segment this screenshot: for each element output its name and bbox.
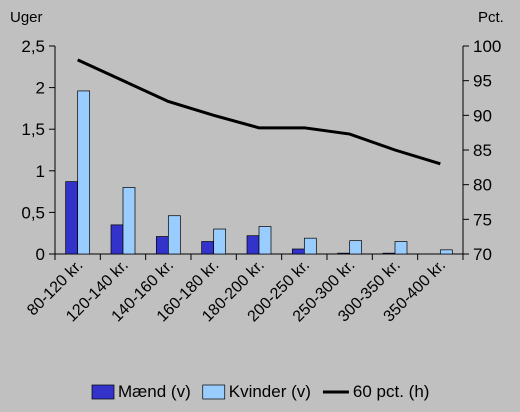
bar bbox=[394, 241, 408, 255]
left-tick-label: 2,5 bbox=[21, 37, 45, 56]
right-tick-label: 95 bbox=[473, 72, 492, 91]
bar bbox=[155, 236, 169, 255]
bar bbox=[65, 181, 79, 255]
bar bbox=[110, 224, 124, 255]
right-tick-label: 90 bbox=[473, 106, 492, 125]
legend-label: Mænd (v) bbox=[118, 382, 191, 401]
right-axis-title: Pct. bbox=[478, 9, 504, 26]
legend-label: Kvinder (v) bbox=[229, 382, 311, 401]
bar bbox=[77, 90, 91, 255]
bar bbox=[349, 240, 363, 255]
right-tick-label: 70 bbox=[473, 245, 492, 264]
left-tick-label: 1 bbox=[36, 162, 45, 181]
bar bbox=[439, 249, 453, 255]
left-tick-label: 1,5 bbox=[21, 120, 45, 139]
right-tick-label: 80 bbox=[473, 176, 492, 195]
bar bbox=[337, 252, 351, 255]
legend-label: 60 pct. (h) bbox=[353, 382, 430, 401]
bar bbox=[382, 252, 396, 255]
right-tick-label: 75 bbox=[473, 210, 492, 229]
bar bbox=[246, 235, 260, 255]
left-tick-label: 0 bbox=[36, 245, 45, 264]
bar bbox=[213, 228, 227, 255]
bar bbox=[201, 241, 215, 255]
legend: Mænd (v) Kvinder (v) 60 pct. (h) bbox=[91, 382, 430, 401]
bar bbox=[291, 248, 305, 255]
series-line bbox=[77, 58, 441, 166]
left-axis-title: Uger bbox=[10, 9, 43, 26]
bar bbox=[122, 187, 136, 255]
bar bbox=[258, 226, 272, 255]
legend-swatch bbox=[91, 384, 115, 400]
legend-swatch bbox=[202, 384, 226, 400]
bar bbox=[303, 237, 317, 255]
left-tick-label: 2 bbox=[36, 79, 45, 98]
right-tick-label: 100 bbox=[473, 37, 501, 56]
left-tick-label: 0,5 bbox=[21, 203, 45, 222]
right-tick-label: 85 bbox=[473, 141, 492, 160]
bar bbox=[167, 215, 181, 255]
